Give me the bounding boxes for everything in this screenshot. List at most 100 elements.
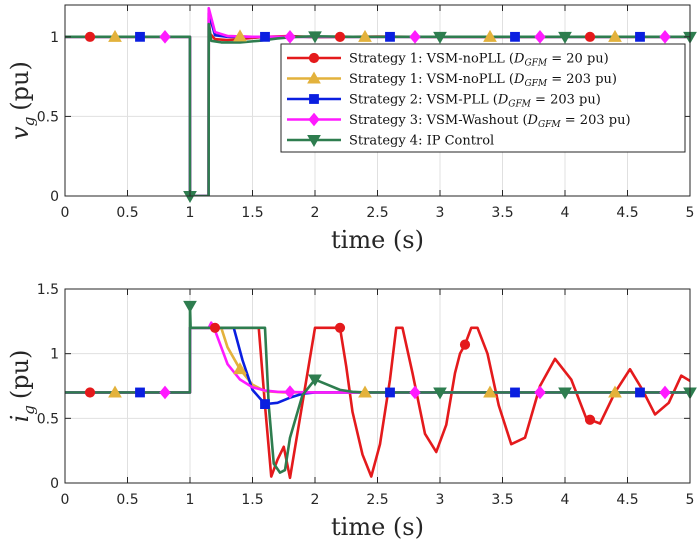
marker-series-3 [635,387,645,398]
x-tick-label: 1.5 [241,492,263,508]
y-axis-label: vg (pu) [6,61,38,140]
marker-series-4 [284,30,296,44]
marker-series-1 [584,414,596,425]
marker-series-3 [635,31,645,42]
marker-series-1 [209,322,221,333]
x-tick-label: 4 [561,205,570,221]
x-tick-label: 3.5 [491,492,513,508]
marker-series-4 [659,30,671,44]
marker-series-4 [534,385,546,400]
x-tick-label: 1.5 [241,205,263,221]
marker-series-2 [608,385,622,398]
x-tick-label: 3.5 [491,205,513,221]
marker-series-2 [483,29,497,42]
x-tick-label: 1 [186,205,195,221]
y-axis-symbol: v [6,126,34,140]
legend-label-3: Strategy 2: VSM-PLL (DGFM = 203 pu) [349,93,601,110]
x-axis-label: time (s) [331,513,424,541]
legend-label-2: Strategy 1: VSM-noPLL (DGFM = 203 pu) [349,72,617,89]
marker-series-5 [308,374,322,387]
y-tick-label: 1.5 [37,282,59,298]
y-tick-label: 0 [50,476,59,492]
x-tick-label: 3 [436,205,445,221]
current-panel: 0 0.5 1 1.5 2 2.5 3 3.5 4 4.5 5 0 0.5 1 1.5 time (s) ig (… [6,282,697,541]
x-tick-label: 2.5 [366,492,388,508]
marker-series-1 [334,322,346,333]
y-tick-label: 1 [50,347,59,363]
x-tick-label: 5 [686,205,695,221]
marker-series-4 [409,30,421,44]
marker-series-2 [483,385,497,398]
marker-series-4 [159,30,171,44]
marker-series-3 [135,31,145,42]
marker-series-1 [584,31,596,42]
marker-series-3 [135,387,145,398]
x-tick-label: 4.5 [616,205,638,221]
legend-marker-1 [308,52,320,64]
legend-marker-4 [308,112,320,127]
x-tick-label: 5 [686,492,695,508]
marker-series-5 [308,31,322,44]
y-axis-subscript: g [20,117,38,127]
legend-box [280,43,686,153]
legend-label-1: Strategy 1: VSM-noPLL (DGFM = 20 pu) [349,52,609,69]
y-axis-symbol: i [6,415,34,423]
y-axis-unit: (pu) [6,350,34,400]
y-tick-label: 0.5 [37,109,59,125]
marker-series-3 [385,387,395,398]
marker-series-5 [183,300,197,313]
x-tick-label: 0.5 [116,205,138,221]
marker-series-4 [534,30,546,44]
x-tick-label: 0.5 [116,492,138,508]
legend-marker-5 [307,135,321,148]
marker-series-1 [84,387,96,398]
marker-series-2 [233,29,247,42]
marker-series-5 [433,31,447,44]
marker-series-2 [358,385,372,398]
marker-series-4 [659,385,671,400]
y-axis-subscript: g [20,405,38,415]
marker-series-5 [433,387,447,400]
x-tick-label: 2.5 [366,205,388,221]
marker-series-4 [159,385,171,400]
legend: Strategy 1: VSM-noPLL (DGFM = 20 pu) Stra… [280,43,686,153]
legend-marker-3 [309,94,319,104]
marker-series-2 [358,29,372,42]
marker-series-3 [260,399,270,410]
y-axis-label: ig (pu) [6,350,38,423]
x-tick-label: 1 [186,492,195,508]
series-markers [84,29,697,204]
marker-series-1 [84,31,96,42]
marker-series-2 [233,362,247,375]
marker-series-3 [385,31,395,42]
marker-series-3 [510,387,520,398]
legend-label-5: Strategy 4: IP Control [349,134,494,149]
marker-series-2 [108,385,122,398]
x-tick-label: 0 [61,205,70,221]
y-tick-label: 0 [50,189,59,205]
legend-label-4: Strategy 3: VSM-Washout (DGFM = 203 pu) [349,113,631,130]
marker-series-3 [260,31,270,42]
y-tick-label: 1 [50,30,59,46]
marker-series-2 [608,29,622,42]
x-tick-label: 4.5 [616,492,638,508]
x-tick-label: 0 [61,492,70,508]
voltage-panel: 0 0.5 1 1.5 2 2.5 3 3.5 4 4.5 5 0 0.5 1 time (s) vg (pu)… [6,4,697,254]
marker-series-1 [334,31,346,42]
series-line-5 [65,304,690,474]
marker-series-1 [459,339,471,350]
y-tick-label: 0.5 [37,411,59,427]
marker-series-3 [510,31,520,42]
marker-series-4 [284,385,296,399]
x-axis-label: time (s) [331,226,424,254]
marker-series-2 [108,29,122,42]
x-tick-label: 2 [311,492,320,508]
x-tick-label: 3 [436,492,445,508]
x-tick-label: 4 [561,492,570,508]
marker-series-5 [558,387,572,400]
y-axis-unit: (pu) [6,61,34,111]
legend-marker-2 [307,71,321,84]
x-tick-label: 2 [311,205,320,221]
marker-series-5 [558,31,572,44]
